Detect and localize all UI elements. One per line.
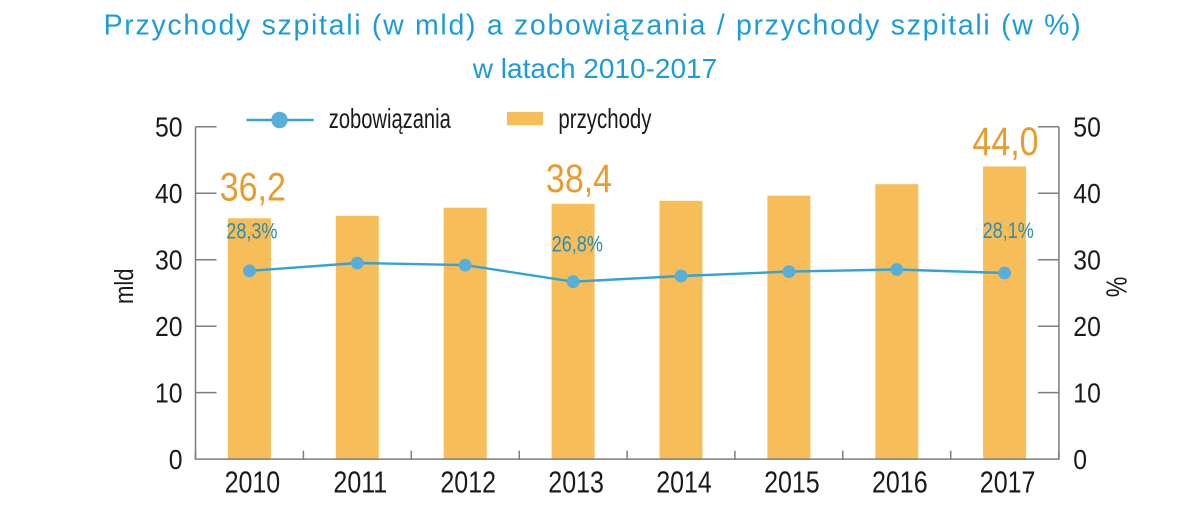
svg-text:2014: 2014 <box>656 465 712 499</box>
svg-text:2011: 2011 <box>333 465 387 499</box>
svg-text:44,0: 44,0 <box>972 119 1038 164</box>
svg-text:28,3%: 28,3% <box>226 220 277 244</box>
svg-text:30: 30 <box>155 244 183 276</box>
svg-text:36,2: 36,2 <box>220 164 286 209</box>
svg-text:w latach 2010-2017: w latach 2010-2017 <box>472 53 717 84</box>
svg-text:2015: 2015 <box>764 465 820 499</box>
svg-text:0: 0 <box>1073 443 1087 475</box>
svg-text:26,8%: 26,8% <box>552 233 603 257</box>
svg-text:28,1%: 28,1% <box>983 219 1034 243</box>
svg-text:20: 20 <box>155 310 183 342</box>
svg-text:zobowiązania: zobowiązania <box>329 104 451 135</box>
svg-text:50: 50 <box>155 111 183 143</box>
svg-text:40: 40 <box>1073 177 1101 209</box>
svg-text:20: 20 <box>1073 310 1101 342</box>
svg-text:10: 10 <box>1073 377 1101 409</box>
svg-text:2013: 2013 <box>548 465 604 499</box>
svg-text:0: 0 <box>169 443 183 475</box>
svg-text:38,4: 38,4 <box>546 155 612 200</box>
svg-text:50: 50 <box>1073 111 1101 143</box>
svg-text:mld: mld <box>111 268 140 304</box>
svg-text:10: 10 <box>155 377 183 409</box>
svg-text:2017: 2017 <box>980 465 1036 499</box>
svg-text:40: 40 <box>155 177 183 209</box>
svg-text:2010: 2010 <box>225 465 281 499</box>
svg-text:2016: 2016 <box>872 465 928 499</box>
svg-text:%: % <box>1100 277 1133 298</box>
svg-text:Przychody szpitali (w mld) a z: Przychody szpitali (w mld) a zobowiązani… <box>104 9 1083 41</box>
svg-text:przychody: przychody <box>558 104 652 135</box>
svg-text:2012: 2012 <box>440 465 496 499</box>
svg-text:30: 30 <box>1073 244 1101 276</box>
